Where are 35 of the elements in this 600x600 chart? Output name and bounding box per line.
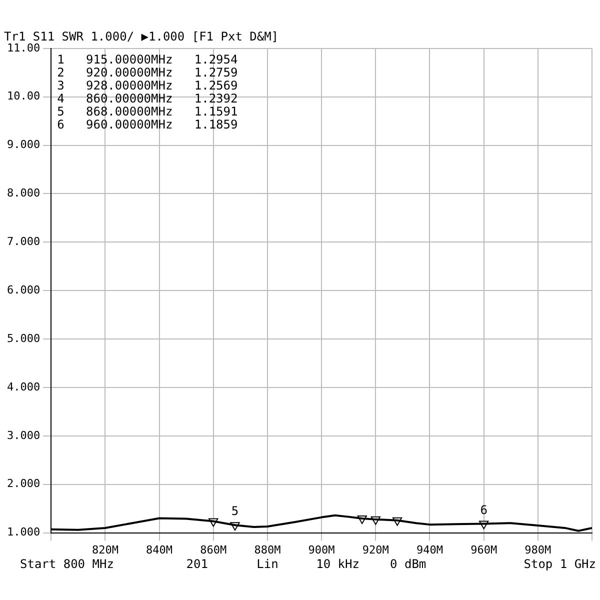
annotation: 6: [480, 502, 488, 517]
x-tick-label: 960M: [470, 543, 498, 556]
y-tick-label: 2.000: [6, 477, 40, 490]
y-tick-label: 7.000: [6, 235, 40, 248]
text: 10 kHz: [316, 556, 360, 571]
annotation: 4 860.00000MHz 1.2392: [57, 92, 238, 106]
text: Start 800 MHz: [20, 556, 114, 571]
text: 201: [186, 556, 208, 571]
x-tick-label: 980M: [524, 543, 552, 556]
y-tick-label: 5.000: [6, 332, 40, 345]
x-tick-label: 920M: [362, 543, 390, 556]
x-tick-label: 840M: [146, 543, 173, 556]
y-tick-label: 6.000: [6, 283, 40, 296]
y-tick-label: 1.000: [6, 526, 40, 539]
text: Lin: [256, 556, 278, 571]
y-tick-label: 10.00: [6, 90, 40, 103]
x-tick-label: 940M: [416, 543, 444, 556]
y-tick-label: 8.000: [6, 186, 40, 200]
annotation: 2 920.00000MHz 1.2759: [57, 66, 238, 80]
x-tick-label: 880M: [254, 543, 282, 556]
x-tick-label: 820M: [92, 543, 119, 556]
annotation: 5 868.00000MHz 1.1591: [57, 104, 238, 119]
annotation: 6 960.00000MHz 1.1859: [57, 118, 238, 132]
y-tick-label: 3.000: [6, 428, 40, 442]
y-tick-label: 9.000: [6, 138, 40, 152]
x-tick-label: 900M: [308, 543, 336, 556]
x-tick-label: 860M: [200, 543, 227, 556]
annotation: 1 915.00000MHz 1.2954: [57, 52, 238, 67]
annotation: 5: [231, 504, 239, 518]
annotation: 3 928.00000MHz 1.2569: [57, 78, 238, 93]
y-tick-label: 4.000: [6, 380, 40, 394]
text: 0 dBm: [390, 556, 426, 571]
text: Stop 1 GHz: [524, 556, 596, 571]
y-tick-label: 11.00: [6, 41, 40, 54]
chart-title: Tr1 S11 SWR 1.000/ ▶1.000 [F1 Pxt D&M]: [4, 29, 279, 44]
